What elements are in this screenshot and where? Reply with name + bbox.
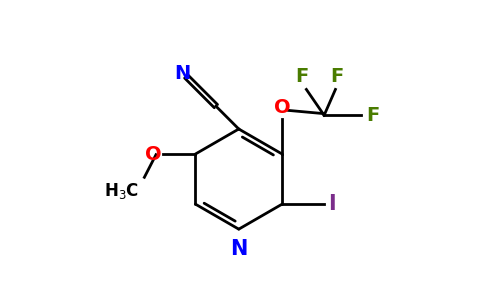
Text: O: O [274, 98, 290, 117]
Text: O: O [145, 145, 162, 164]
Text: F: F [295, 67, 308, 86]
Text: I: I [328, 194, 335, 214]
Text: F: F [366, 106, 379, 125]
Text: H$_3$C: H$_3$C [104, 182, 139, 202]
Text: N: N [230, 239, 247, 260]
Text: F: F [331, 67, 344, 86]
Text: N: N [175, 64, 191, 83]
